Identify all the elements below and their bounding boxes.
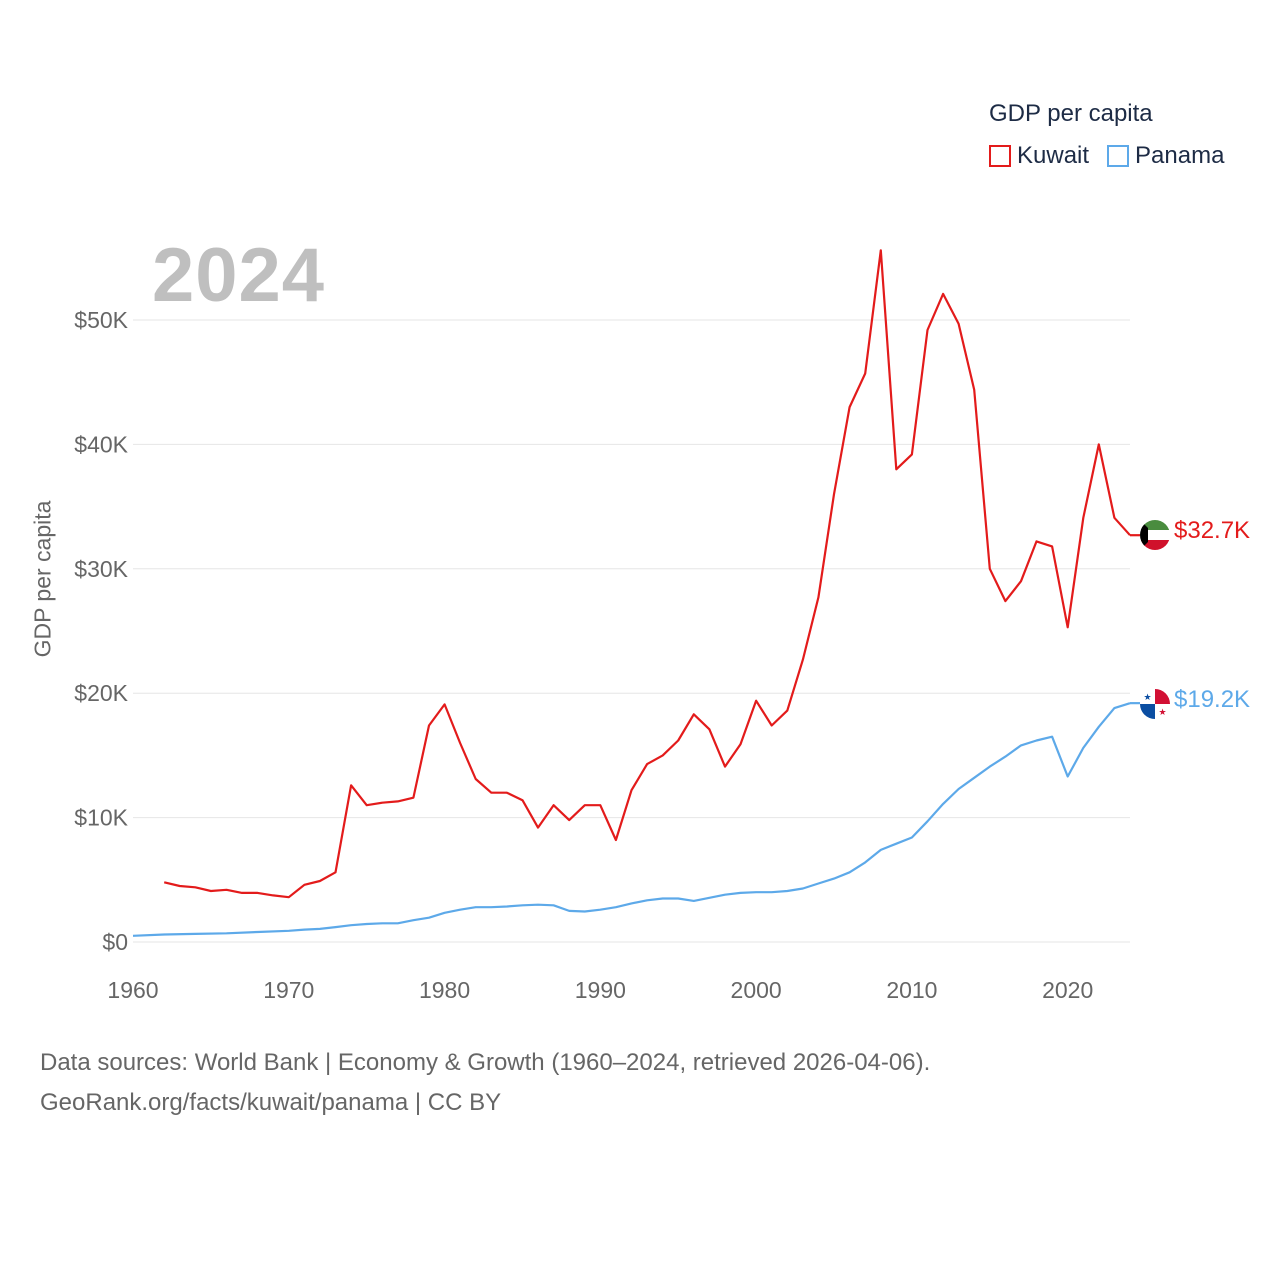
x-tick-label: 2020	[1042, 977, 1093, 1003]
x-tick-label: 1960	[107, 977, 158, 1003]
y-tick-label: $40K	[74, 431, 128, 457]
legend: Kuwait Panama	[989, 142, 1242, 170]
x-tick-label: 2010	[886, 977, 937, 1003]
y-tick-label: $20K	[74, 680, 128, 706]
series-line-panama	[132, 702, 1131, 937]
kuwait-end-label: $32.7K	[1174, 517, 1251, 544]
data-source-text: Data sources: World Bank | Economy & Gro…	[40, 1049, 931, 1076]
y-tick-label: $50K	[74, 307, 128, 333]
x-tick-label: 1990	[575, 977, 626, 1003]
series-line-kuwait	[163, 249, 1131, 899]
legend-label-kuwait: Kuwait	[1017, 142, 1090, 169]
y-tick-label: $0	[102, 929, 128, 955]
y-axis-label: GDP per capita	[29, 500, 56, 658]
y-axis: $0 $10K $20K $30K $40K $50K	[74, 307, 128, 955]
series-lines	[132, 249, 1140, 937]
y-tick-label: $30K	[74, 556, 128, 582]
footer: Data sources: World Bank | Economy & Gro…	[40, 1043, 930, 1123]
legend-title: GDP per capita	[989, 100, 1153, 127]
year-watermark: 2024	[152, 233, 326, 318]
legend-swatch-kuwait	[989, 145, 1011, 167]
x-axis: 1960 1970 1980 1990 2000 2010 2020	[107, 977, 1093, 1003]
x-tick-label: 1980	[419, 977, 470, 1003]
legend-item-panama[interactable]: Panama	[1107, 142, 1224, 170]
panama-flag-icon: ★ ★	[1140, 689, 1170, 719]
x-tick-label: 1970	[263, 977, 314, 1003]
attribution-link[interactable]: GeoRank.org/facts/kuwait/panama | CC BY	[40, 1089, 502, 1116]
x-tick-label: 2000	[731, 977, 782, 1003]
legend-label-panama: Panama	[1135, 142, 1225, 169]
y-tick-label: $10K	[74, 805, 128, 831]
svg-text:★: ★	[1158, 707, 1166, 717]
svg-text:★: ★	[1143, 692, 1151, 702]
kuwait-flag-icon	[1140, 520, 1170, 550]
legend-swatch-panama	[1107, 145, 1130, 167]
legend-item-kuwait[interactable]: Kuwait	[989, 142, 1089, 170]
panama-end-label: $19.2K	[1174, 686, 1251, 713]
gridlines	[133, 319, 1130, 943]
